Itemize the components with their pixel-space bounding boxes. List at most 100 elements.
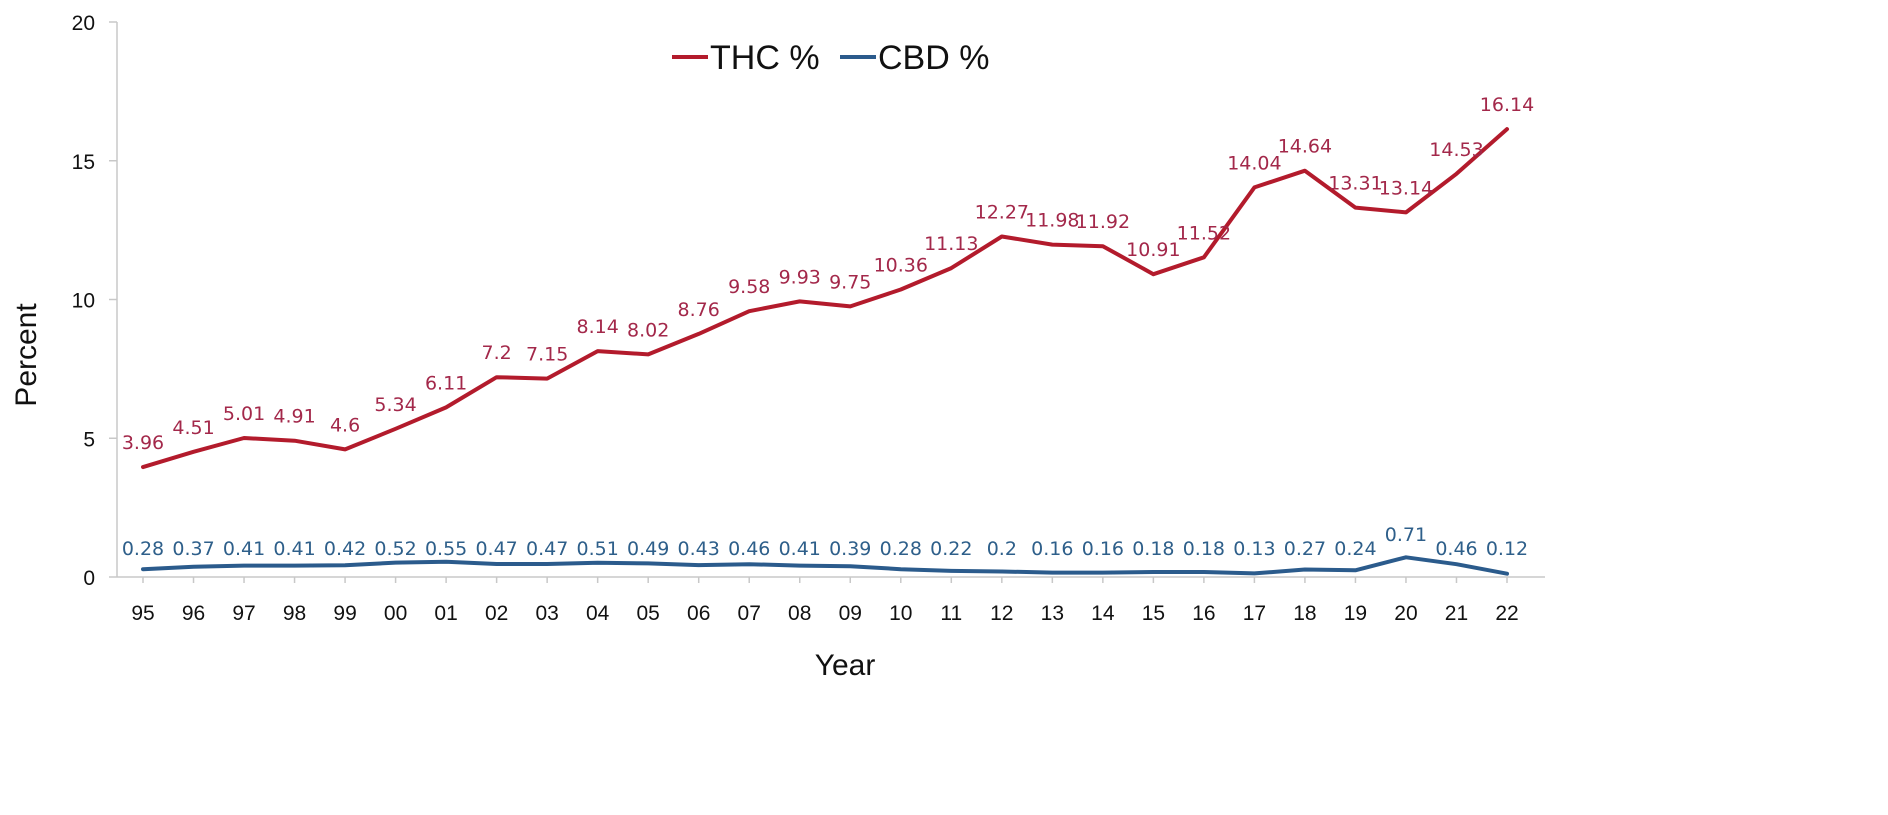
- y-tick-labels: 0 5 10 15 20: [72, 12, 95, 590]
- y-axis-title: Percent: [10, 303, 43, 407]
- data-label: 0.22: [930, 538, 972, 560]
- x-tick-label: 21: [1445, 602, 1468, 625]
- x-tick-label: 16: [1192, 602, 1215, 625]
- data-label: 0.42: [324, 538, 366, 560]
- x-tick-label: 11: [940, 602, 962, 625]
- data-label: 5.34: [374, 394, 416, 416]
- data-label: 0.2: [987, 538, 1017, 560]
- data-label: 0.47: [526, 538, 568, 560]
- data-label: 6.11: [425, 372, 467, 394]
- data-label: 0.16: [1031, 538, 1073, 560]
- data-label: 10.91: [1126, 239, 1180, 261]
- x-tick-label: 00: [384, 602, 407, 625]
- legend: THC % CBD %: [672, 39, 989, 77]
- x-tick-label: 04: [586, 602, 610, 625]
- data-label: 11.98: [1025, 210, 1079, 232]
- data-label: 0.24: [1334, 538, 1376, 560]
- data-label: 11.92: [1076, 211, 1130, 233]
- series-line-1: [141, 555, 1509, 576]
- x-tick-label: 19: [1344, 602, 1367, 625]
- data-label: 0.18: [1183, 538, 1225, 560]
- series-lines: [141, 127, 1509, 576]
- data-label: 10.36: [874, 255, 928, 277]
- data-label: 12.27: [975, 202, 1029, 224]
- data-label: 0.18: [1132, 538, 1174, 560]
- data-label: 4.6: [330, 414, 360, 436]
- data-label: 8.14: [577, 316, 619, 338]
- x-tick-label: 99: [333, 602, 356, 625]
- x-tick-label: 22: [1495, 602, 1518, 625]
- x-tick-label: 18: [1293, 602, 1316, 625]
- x-tick-label: 09: [839, 602, 862, 625]
- data-label: 11.52: [1177, 222, 1231, 244]
- x-tick-label: 13: [1041, 602, 1064, 625]
- series-line-0: [141, 127, 1509, 470]
- data-label: 0.16: [1082, 538, 1124, 560]
- x-tick-label: 95: [131, 602, 154, 625]
- x-tick-label: 15: [1142, 602, 1165, 625]
- y-tick-label: 0: [83, 567, 95, 590]
- x-tick-label: 07: [738, 602, 761, 625]
- x-tick-label: 98: [283, 602, 306, 625]
- data-label: 0.13: [1233, 538, 1275, 560]
- data-label: 14.53: [1429, 139, 1483, 161]
- data-label: 7.15: [526, 344, 568, 366]
- data-label: 14.64: [1278, 136, 1332, 158]
- y-tick-label: 15: [72, 151, 95, 174]
- x-tick-label: 97: [232, 602, 255, 625]
- data-label: 0.46: [728, 538, 770, 560]
- data-label: 0.28: [880, 538, 922, 560]
- data-label: 4.91: [273, 406, 315, 428]
- data-label: 9.58: [728, 276, 770, 298]
- data-label: 9.75: [829, 271, 871, 293]
- data-label: 0.47: [475, 538, 517, 560]
- data-label: 11.13: [924, 233, 978, 255]
- x-tick-label: 08: [788, 602, 811, 625]
- y-tick-label: 5: [83, 428, 95, 451]
- data-label: 8.76: [678, 299, 720, 321]
- x-tick-label: 10: [889, 602, 912, 625]
- axes: [109, 21, 1545, 583]
- data-label: 0.46: [1435, 538, 1477, 560]
- x-tick-label: 01: [434, 602, 457, 625]
- data-label: 4.51: [172, 417, 214, 439]
- legend-label: THC %: [710, 39, 820, 77]
- x-tick-label: 06: [687, 602, 710, 625]
- y-tick-label: 20: [72, 12, 95, 35]
- x-tick-label: 02: [485, 602, 508, 625]
- data-label: 5.01: [223, 403, 265, 425]
- data-label: 3.96: [122, 432, 164, 454]
- data-label: 13.31: [1328, 173, 1382, 195]
- y-tick-label: 10: [72, 290, 95, 313]
- data-label: 0.43: [678, 538, 720, 560]
- data-label: 0.12: [1486, 538, 1528, 560]
- data-label: 0.41: [273, 538, 315, 560]
- data-label: 0.41: [779, 538, 821, 560]
- legend-label: CBD %: [878, 39, 989, 77]
- x-tick-label: 14: [1091, 602, 1115, 625]
- data-label: 0.55: [425, 538, 467, 560]
- data-label: 9.93: [779, 266, 821, 288]
- x-tick-label: 05: [637, 602, 660, 625]
- data-label: 0.41: [223, 538, 265, 560]
- data-label: 0.28: [122, 538, 164, 560]
- data-label: 14.04: [1227, 152, 1281, 174]
- data-label: 7.2: [482, 342, 512, 364]
- data-labels: 3.96 4.51 5.01 4.91 4.6 5.34 6.11 7.2 7.15 8.14 8.…: [122, 94, 1534, 560]
- data-label: 0.39: [829, 538, 871, 560]
- x-tick-labels: 95 96 97 98 99 00 01 02 03 04 05 06 07 08 09 10 11 12 13 14…: [131, 602, 1518, 625]
- data-label: 0.27: [1284, 538, 1326, 560]
- data-label: 13.14: [1379, 177, 1433, 199]
- data-label: 8.02: [627, 319, 669, 341]
- data-label: 16.14: [1480, 94, 1534, 116]
- data-label: 0.37: [172, 538, 214, 560]
- x-tick-label: 96: [182, 602, 205, 625]
- data-label: 0.52: [374, 538, 416, 560]
- data-label: 0.49: [627, 538, 669, 560]
- x-axis-title: Year: [815, 649, 876, 682]
- x-tick-label: 03: [535, 602, 558, 625]
- x-tick-label: 20: [1394, 602, 1417, 625]
- x-tick-label: 12: [990, 602, 1013, 625]
- data-label: 0.51: [577, 538, 619, 560]
